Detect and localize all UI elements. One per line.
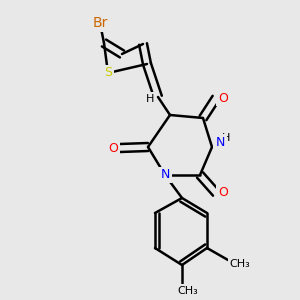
Text: CH₃: CH₃ bbox=[230, 259, 250, 269]
Text: O: O bbox=[108, 142, 118, 154]
Text: O: O bbox=[218, 92, 228, 104]
Text: N: N bbox=[160, 169, 170, 182]
Text: H: H bbox=[222, 133, 230, 143]
Text: S: S bbox=[104, 67, 112, 80]
Text: Br: Br bbox=[92, 16, 108, 30]
Text: CH₃: CH₃ bbox=[178, 286, 198, 296]
Text: N: N bbox=[215, 136, 225, 148]
Text: H: H bbox=[146, 94, 154, 104]
Text: O: O bbox=[218, 187, 228, 200]
